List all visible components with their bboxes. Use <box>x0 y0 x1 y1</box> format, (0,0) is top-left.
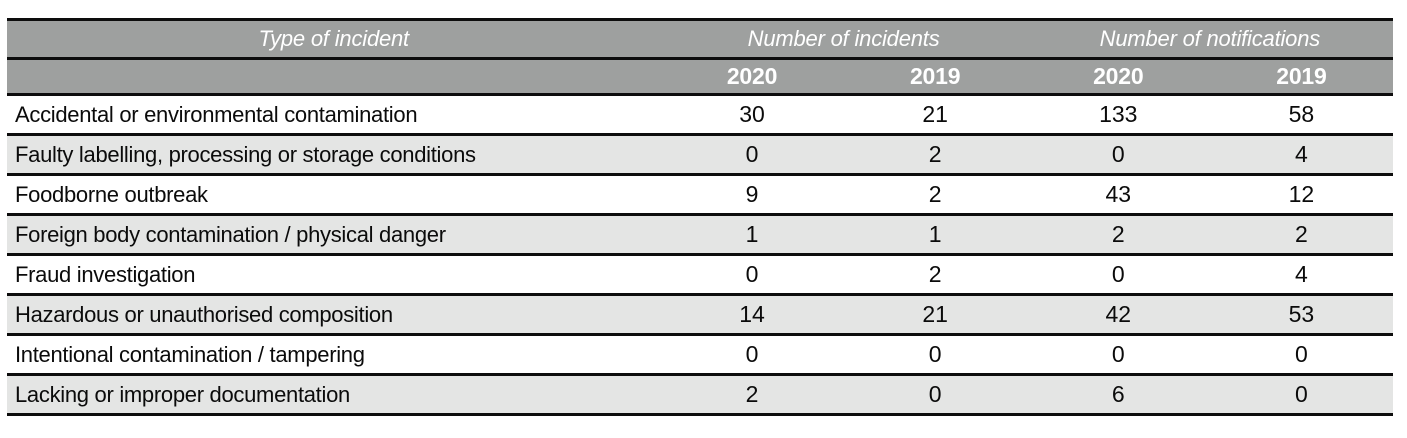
incident-table: Type of incident Number of incidents Num… <box>7 18 1393 416</box>
cell-value: 21 <box>922 301 948 327</box>
table-row: Hazardous or unauthorised composition 14… <box>7 294 1393 335</box>
cell-value: 0 <box>1111 261 1125 287</box>
cell-value: 43 <box>1105 181 1132 207</box>
header-year-notifications-2020: 2020 <box>1026 58 1210 95</box>
cell-value: 0 <box>1295 341 1308 367</box>
header-year-row: 2020 2019 2020 2019 <box>7 58 1393 95</box>
cell-value: 21 <box>922 101 948 127</box>
cell-value: 0 <box>1111 341 1125 367</box>
row-label: Foreign body contamination / physical da… <box>15 221 446 247</box>
cell-value: 42 <box>1105 301 1132 327</box>
cell-value: 9 <box>745 181 759 207</box>
row-label: Accidental or environmental contaminatio… <box>15 101 418 127</box>
row-label: Lacking or improper documentation <box>15 381 350 407</box>
cell-value: 4 <box>1295 261 1308 287</box>
table-row: Fraud investigation 0 2 0 4 <box>7 254 1393 295</box>
cell-value: 0 <box>1295 381 1308 407</box>
row-label: Intentional contamination / tampering <box>15 341 365 367</box>
cell-value: 30 <box>739 101 765 127</box>
header-number-of-notifications: Number of notifications <box>1026 19 1393 59</box>
cell-value: 0 <box>928 381 942 407</box>
document-page: Type of incident Number of incidents Num… <box>0 18 1407 438</box>
table-body: Accidental or environmental contaminatio… <box>7 94 1393 415</box>
cell-value: 58 <box>1288 101 1315 127</box>
cell-value: 1 <box>928 221 942 247</box>
cell-value: 133 <box>1099 101 1138 127</box>
table-row: Accidental or environmental contaminatio… <box>7 94 1393 135</box>
cell-value: 12 <box>1288 181 1315 207</box>
cell-value: 2 <box>1295 221 1308 247</box>
header-type-of-incident: Type of incident <box>7 19 661 59</box>
cell-value: 0 <box>745 261 759 287</box>
cell-value: 2 <box>928 141 942 167</box>
cell-value: 0 <box>745 341 759 367</box>
cell-value: 2 <box>1111 221 1125 247</box>
cell-value: 0 <box>1111 141 1125 167</box>
cell-value: 4 <box>1295 141 1308 167</box>
cell-value: 14 <box>739 301 765 327</box>
cell-value: 0 <box>745 141 759 167</box>
row-label: Foodborne outbreak <box>15 181 208 207</box>
row-label: Fraud investigation <box>15 261 196 287</box>
table-row: Intentional contamination / tampering 0 … <box>7 334 1393 375</box>
header-year-notifications-2019: 2019 <box>1209 58 1393 95</box>
row-label: Faulty labelling, processing or storage … <box>15 141 476 167</box>
table-row: Faulty labelling, processing or storage … <box>7 134 1393 175</box>
header-number-of-incidents: Number of incidents <box>660 19 1027 59</box>
cell-value: 0 <box>928 341 942 367</box>
cell-value: 2 <box>928 261 942 287</box>
cell-value: 1 <box>745 221 759 247</box>
table-row: Foodborne outbreak 9 2 43 12 <box>7 174 1393 215</box>
row-label: Hazardous or unauthorised composition <box>15 301 393 327</box>
table-row: Lacking or improper documentation 2 0 6 … <box>7 374 1393 415</box>
header-year-incidents-2019: 2019 <box>843 58 1027 95</box>
cell-value: 2 <box>745 381 759 407</box>
table-row: Foreign body contamination / physical da… <box>7 214 1393 255</box>
table-header: Type of incident Number of incidents Num… <box>7 19 1393 95</box>
cell-value: 6 <box>1111 381 1125 407</box>
header-empty-cell <box>7 58 661 95</box>
cell-value: 53 <box>1288 301 1315 327</box>
header-group-row: Type of incident Number of incidents Num… <box>7 19 1393 59</box>
cell-value: 2 <box>928 181 942 207</box>
header-year-incidents-2020: 2020 <box>660 58 844 95</box>
